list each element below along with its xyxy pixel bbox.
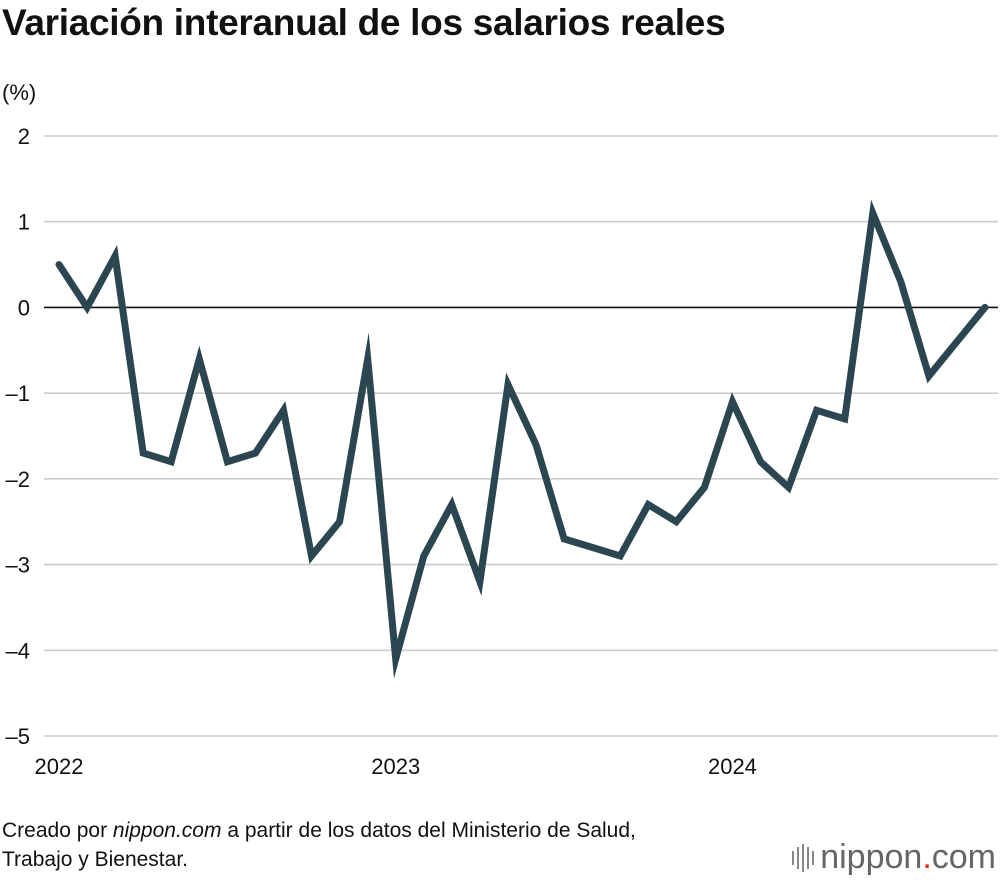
data-point [844, 418, 846, 420]
data-point [816, 409, 818, 411]
logo-word: nippon [820, 838, 923, 876]
y-tick-label: –1 [6, 381, 30, 406]
y-tick-label: 0 [18, 295, 30, 320]
data-point [367, 358, 369, 360]
data-point [86, 306, 88, 308]
data-point [760, 461, 762, 463]
data-point [170, 461, 172, 463]
x-axis-ticks: 2022 2023 2024 [35, 754, 757, 779]
data-point [282, 409, 284, 411]
line-chart: 2 1 0 –1 –2 –3 –4 –5 2022 2023 2024 [6, 124, 998, 779]
source-prefix: Creado por [2, 819, 113, 842]
y-tick-label: 2 [18, 124, 30, 149]
source-line2: Trabajo y Bienestar. [2, 848, 188, 871]
y-axis-unit-label: (%) [2, 80, 37, 105]
data-point [928, 375, 930, 377]
data-point [563, 538, 565, 540]
y-tick-label: –5 [6, 724, 30, 749]
data-point [591, 546, 593, 548]
series-layer [55, 199, 989, 679]
data-point [984, 306, 986, 308]
nippon-logo: nippon.com [792, 838, 996, 877]
y-axis-ticks: 2 1 0 –1 –2 –3 –4 –5 [6, 124, 30, 749]
data-point [423, 555, 425, 557]
data-point [788, 486, 790, 488]
logo-dot: . [922, 838, 932, 876]
gridlines [44, 135, 998, 737]
y-tick-label: 1 [18, 210, 30, 235]
y-tick-label: –4 [6, 638, 30, 663]
data-point [647, 504, 649, 506]
data-point [872, 212, 874, 214]
data-point [311, 555, 313, 557]
data-point [339, 521, 341, 523]
data-point [535, 444, 537, 446]
data-point [226, 461, 228, 463]
x-tick-label: 2023 [371, 754, 420, 779]
data-point [451, 504, 453, 506]
series-line [55, 199, 989, 679]
logo-tld: com [931, 838, 996, 876]
data-point [731, 401, 733, 403]
y-tick-label: –2 [6, 467, 30, 492]
data-point [142, 452, 144, 454]
data-point [507, 384, 509, 386]
data-point [254, 452, 256, 454]
data-point [198, 358, 200, 360]
data-point [395, 658, 397, 660]
chart-title: Variación interanual de los salarios rea… [2, 2, 726, 43]
source-note: Creado por nippon.com a partir de los da… [2, 816, 636, 874]
data-point [703, 486, 705, 488]
logo-mark-icon [792, 843, 815, 872]
data-point [675, 521, 677, 523]
data-point [900, 281, 902, 283]
y-tick-label: –3 [6, 553, 30, 578]
data-point [114, 255, 116, 257]
source-site: nippon.com [112, 819, 222, 842]
data-point [956, 341, 958, 343]
x-tick-label: 2022 [35, 754, 84, 779]
data-point [479, 581, 481, 583]
x-tick-label: 2024 [708, 754, 757, 779]
data-point [619, 555, 621, 557]
source-suffix: a partir de los datos del Ministerio de … [221, 819, 636, 842]
data-point [58, 264, 60, 266]
